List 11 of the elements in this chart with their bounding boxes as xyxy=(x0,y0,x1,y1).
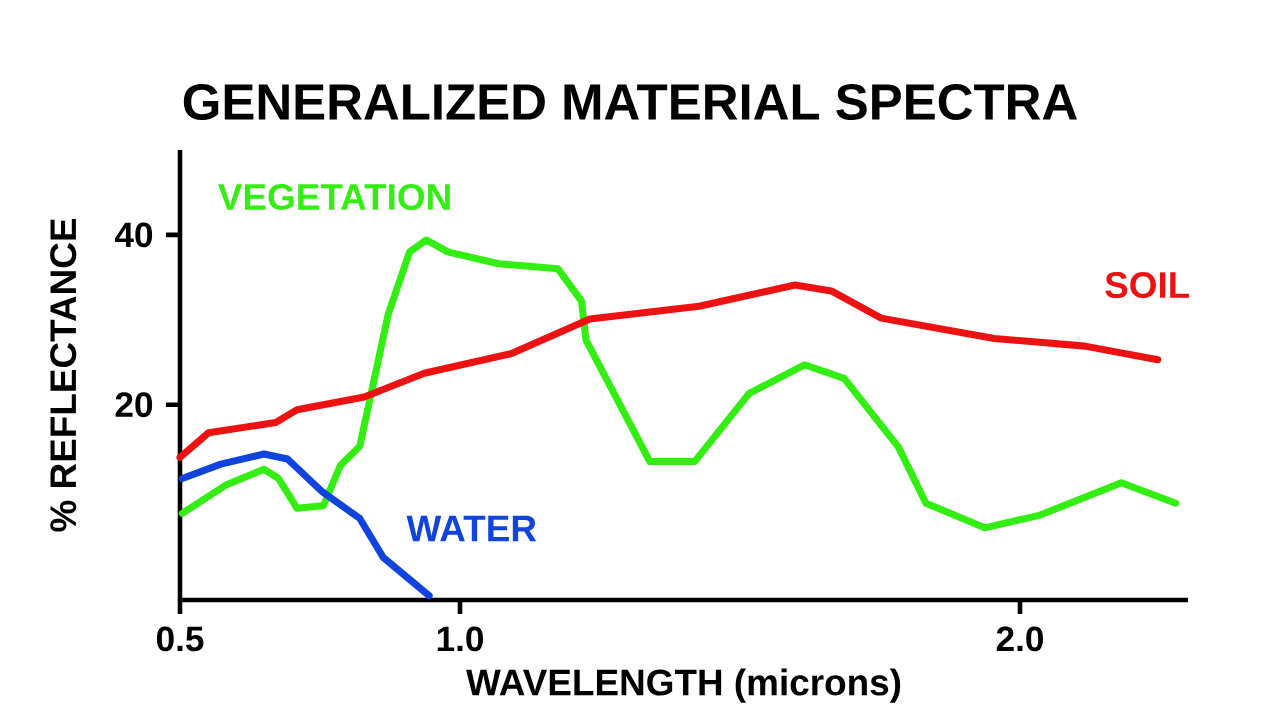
y-axis-title: % REFLECTANCE xyxy=(50,218,77,532)
series-label: SOIL xyxy=(1105,271,1190,299)
series-label: VEGETATION xyxy=(218,183,450,211)
x-tick-label: 2.0 xyxy=(996,626,1044,652)
x-axis-title: WAVELENGTH (microns) xyxy=(466,668,901,703)
y-tick-label: 40 xyxy=(114,222,153,248)
chart-title: GENERALIZED MATERIAL SPECTRA xyxy=(183,83,1077,121)
x-tick-label: 0.5 xyxy=(156,626,204,652)
series-label: WATER xyxy=(406,515,537,542)
x-tick-label: 1.0 xyxy=(437,626,484,652)
y-tick-label: 20 xyxy=(115,392,153,418)
